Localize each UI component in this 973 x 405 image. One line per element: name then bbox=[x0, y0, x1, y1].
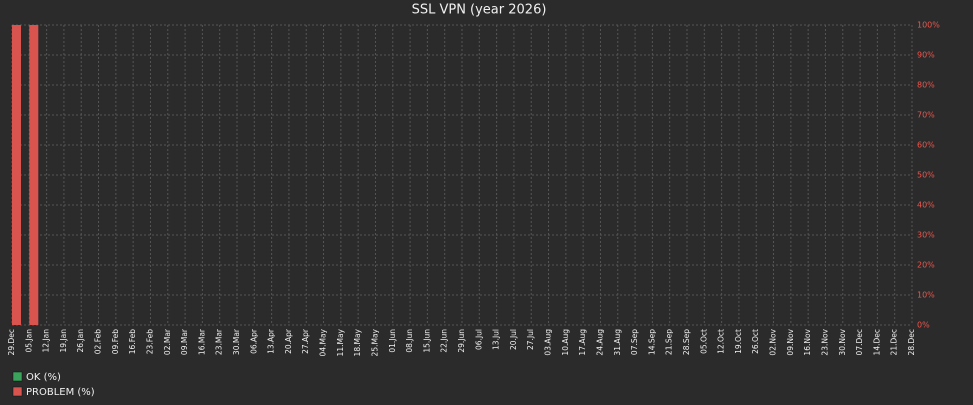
x-tick-label: 02.Nov bbox=[769, 328, 778, 355]
x-tick-label: 13.Apr bbox=[267, 328, 276, 354]
x-tick-label: 07.Sep bbox=[630, 329, 639, 355]
x-tick-label: 10.Aug bbox=[561, 329, 570, 356]
x-tick-label: 20.Apr bbox=[284, 328, 293, 354]
y-tick-label: 90% bbox=[917, 51, 935, 60]
chart-title: SSL VPN (year 2026) bbox=[412, 3, 547, 18]
x-tick-label: 25.May bbox=[370, 328, 379, 356]
legend-label: OK (%) bbox=[26, 372, 61, 383]
x-tick-label: 24.Aug bbox=[595, 329, 604, 356]
x-tick-label: 09.Feb bbox=[111, 329, 120, 354]
x-tick-label: 23.Feb bbox=[145, 329, 154, 354]
x-tick-label: 08.Jun bbox=[405, 329, 414, 353]
x-tick-label: 26.Oct bbox=[751, 329, 760, 354]
x-tick-label: 27.Apr bbox=[301, 328, 310, 354]
x-tick-label: 05.Oct bbox=[699, 329, 708, 354]
bar bbox=[29, 25, 39, 325]
x-tick-label: 07.Dec bbox=[855, 329, 864, 355]
x-tick-label: 14.Sep bbox=[647, 329, 656, 355]
x-tick-label: 19.Jan bbox=[59, 329, 68, 353]
y-tick-label: 0% bbox=[917, 321, 930, 330]
y-tick-label: 80% bbox=[917, 81, 935, 90]
x-tick-label: 17.Aug bbox=[578, 329, 587, 356]
x-tick-label: 01.Jun bbox=[388, 329, 397, 353]
x-tick-label: 16.Nov bbox=[803, 328, 812, 355]
x-tick-label: 28.Sep bbox=[682, 329, 691, 355]
y-tick-label: 20% bbox=[917, 261, 935, 270]
x-tick-label: 12.Jan bbox=[42, 329, 51, 353]
x-tick-label: 16.Feb bbox=[128, 329, 137, 354]
x-tick-label: 28.Dec bbox=[907, 329, 916, 355]
y-tick-label: 50% bbox=[917, 171, 935, 180]
legend-swatch bbox=[12, 371, 23, 382]
y-tick-label: 70% bbox=[917, 111, 935, 120]
legend-swatch bbox=[12, 386, 23, 397]
x-tick-label: 31.Aug bbox=[613, 329, 622, 356]
x-tick-label: 14.Dec bbox=[872, 329, 881, 355]
x-tick-label: 06.Apr bbox=[249, 328, 258, 354]
x-tick-label: 23.Mar bbox=[215, 328, 224, 355]
x-tick-label: 23.Nov bbox=[820, 328, 829, 355]
x-tick-label: 30.Mar bbox=[232, 328, 241, 355]
x-tick-label: 22.Jun bbox=[440, 329, 449, 353]
x-tick-label: 15.Jun bbox=[422, 329, 431, 353]
bar bbox=[12, 25, 21, 325]
x-tick-label: 29.Jun bbox=[457, 329, 466, 353]
x-tick-label: 02.Mar bbox=[163, 328, 172, 355]
x-tick-label: 13.Jul bbox=[492, 329, 501, 350]
x-tick-label: 03.Aug bbox=[544, 329, 553, 356]
x-tick-label: 29.Dec bbox=[7, 329, 16, 355]
x-tick-label: 05.Jan bbox=[24, 329, 33, 353]
x-tick-label: 27.Jul bbox=[526, 329, 535, 350]
x-tick-label: 06.Jul bbox=[474, 329, 483, 350]
x-tick-label: 09.Nov bbox=[786, 328, 795, 355]
x-tick-label: 09.Mar bbox=[180, 328, 189, 355]
x-tick-label: 30.Nov bbox=[838, 328, 847, 355]
y-tick-label: 30% bbox=[917, 231, 935, 240]
x-tick-label: 21.Sep bbox=[665, 329, 674, 355]
x-tick-label: 16.Mar bbox=[197, 328, 206, 355]
x-tick-label: 12.Oct bbox=[717, 329, 726, 354]
x-tick-label: 04.May bbox=[319, 328, 328, 356]
y-tick-label: 60% bbox=[917, 141, 935, 150]
x-tick-label: 19.Oct bbox=[734, 329, 743, 354]
y-tick-label: 10% bbox=[917, 291, 935, 300]
legend-label: PROBLEM (%) bbox=[26, 387, 95, 398]
x-tick-label: 02.Feb bbox=[94, 329, 103, 354]
x-tick-label: 11.May bbox=[336, 328, 345, 356]
y-tick-label: 40% bbox=[917, 201, 935, 210]
x-tick-label: 21.Dec bbox=[890, 329, 899, 355]
x-tick-label: 20.Jul bbox=[509, 329, 518, 350]
y-tick-label: 100% bbox=[917, 21, 940, 30]
x-tick-label: 26.Jan bbox=[76, 329, 85, 353]
x-tick-label: 18.May bbox=[353, 328, 362, 356]
